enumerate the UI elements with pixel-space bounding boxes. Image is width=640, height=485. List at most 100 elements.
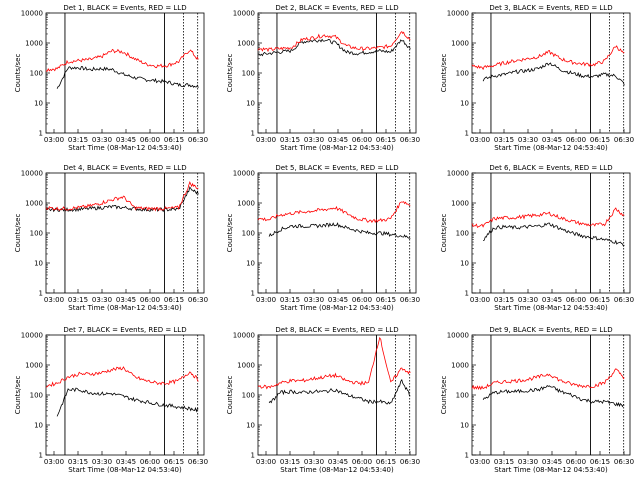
x-tick-label: 03:00 bbox=[256, 136, 276, 144]
x-tick-label: 03:00 bbox=[44, 296, 64, 304]
x-tick-label: 03:15 bbox=[68, 458, 88, 466]
x-tick-label: 03:30 bbox=[518, 296, 538, 304]
y-tick-label: 100 bbox=[30, 392, 43, 400]
plot-frame bbox=[257, 12, 417, 134]
x-axis-label: Start Time (08-Mar-12 04:53:40) bbox=[280, 304, 394, 312]
plot-frame bbox=[45, 172, 205, 294]
x-tick-label: 03:30 bbox=[92, 458, 112, 466]
x-tick-label: 06:15 bbox=[590, 136, 610, 144]
x-tick-label: 06:15 bbox=[376, 458, 396, 466]
x-tick-label: 03:45 bbox=[542, 458, 562, 466]
y-tick-label: 100 bbox=[30, 230, 43, 238]
panel-det-5: Det 5, BLACK = Events, RED = LLD 1 10 100 10… bbox=[226, 164, 420, 312]
series-lld-line bbox=[45, 48, 199, 72]
y-axis-label: Counts/sec bbox=[14, 376, 22, 415]
y-tick-label: 10000 bbox=[233, 170, 255, 178]
y-tick-label: 1 bbox=[465, 290, 469, 298]
series-lld-line bbox=[45, 366, 199, 388]
panel-title: Det 1, BLACK = Events, RED = LLD bbox=[63, 4, 186, 12]
plot-frame bbox=[257, 172, 417, 294]
y-tick-label: 1000 bbox=[451, 40, 469, 48]
x-tick-label: 06:30 bbox=[400, 296, 420, 304]
y-tick-label: 1 bbox=[251, 452, 255, 460]
y-axis-label: Counts/sec bbox=[440, 376, 448, 415]
panel-title: Det 6, BLACK = Events, RED = LLD bbox=[489, 164, 612, 172]
x-tick-label: 03:15 bbox=[68, 296, 88, 304]
y-tick-label: 1 bbox=[251, 130, 255, 138]
y-axis-label: Counts/sec bbox=[226, 376, 234, 415]
series-events-line bbox=[268, 378, 411, 405]
x-tick-label: 06:00 bbox=[566, 458, 586, 466]
x-tick-label: 06:00 bbox=[566, 296, 586, 304]
series-lld-line bbox=[257, 201, 411, 224]
y-tick-label: 1 bbox=[39, 130, 43, 138]
x-tick-label: 03:15 bbox=[280, 296, 300, 304]
x-tick-label: 03:15 bbox=[494, 136, 514, 144]
y-tick-label: 1 bbox=[39, 452, 43, 460]
x-tick-label: 03:30 bbox=[304, 136, 324, 144]
x-tick-label: 06:15 bbox=[590, 458, 610, 466]
y-tick-label: 10 bbox=[34, 100, 43, 108]
x-tick-label: 03:15 bbox=[68, 136, 88, 144]
x-tick-label: 06:00 bbox=[140, 458, 160, 466]
y-axis-label: Counts/sec bbox=[14, 54, 22, 93]
y-tick-label: 1 bbox=[465, 452, 469, 460]
series-events-line bbox=[45, 186, 199, 213]
panel-title: Det 3, BLACK = Events, RED = LLD bbox=[489, 4, 612, 12]
y-axis-label: Counts/sec bbox=[440, 54, 448, 93]
x-tick-label: 03:45 bbox=[116, 296, 136, 304]
panel-det-3: Det 3, BLACK = Events, RED = LLD 1 10 100 10… bbox=[440, 4, 634, 152]
y-axis-label: Counts/sec bbox=[226, 214, 234, 253]
y-tick-label: 10000 bbox=[21, 332, 43, 340]
panel-title: Det 5, BLACK = Events, RED = LLD bbox=[275, 164, 398, 172]
y-tick-label: 100 bbox=[456, 392, 469, 400]
y-tick-label: 100 bbox=[242, 70, 255, 78]
y-tick-label: 10 bbox=[246, 100, 255, 108]
y-tick-label: 100 bbox=[242, 392, 255, 400]
x-axis-label: Start Time (08-Mar-12 04:53:40) bbox=[280, 466, 394, 474]
x-tick-label: 06:00 bbox=[352, 458, 372, 466]
panel-det-7: Det 7, BLACK = Events, RED = LLD 1 10 100 10… bbox=[14, 326, 208, 474]
x-axis-label: Start Time (08-Mar-12 04:53:40) bbox=[68, 466, 182, 474]
x-tick-label: 03:30 bbox=[92, 296, 112, 304]
x-tick-label: 06:30 bbox=[188, 296, 208, 304]
panel-det-9: Det 9, BLACK = Events, RED = LLD 1 10 100 10… bbox=[440, 326, 634, 474]
panel-det-8: Det 8, BLACK = Events, RED = LLD 1 10 100 10… bbox=[226, 326, 420, 474]
panel-title: Det 4, BLACK = Events, RED = LLD bbox=[63, 164, 186, 172]
x-axis-label: Start Time (08-Mar-12 04:53:40) bbox=[494, 304, 608, 312]
y-tick-label: 10 bbox=[460, 260, 469, 268]
series-events-line bbox=[56, 387, 199, 417]
y-axis-label: Counts/sec bbox=[440, 214, 448, 253]
panel-det-6: Det 6, BLACK = Events, RED = LLD 1 10 100 10… bbox=[440, 164, 634, 312]
x-tick-label: 03:15 bbox=[280, 136, 300, 144]
y-axis-label: Counts/sec bbox=[14, 214, 22, 253]
y-tick-label: 1000 bbox=[25, 40, 43, 48]
series-events-line bbox=[257, 38, 411, 57]
x-axis-label: Start Time (08-Mar-12 04:53:40) bbox=[68, 304, 182, 312]
x-tick-label: 06:00 bbox=[566, 136, 586, 144]
x-tick-label: 03:30 bbox=[518, 136, 538, 144]
y-tick-label: 1000 bbox=[237, 200, 255, 208]
panel-det-4: Det 4, BLACK = Events, RED = LLD 1 10 100 10… bbox=[14, 164, 208, 312]
plot-frame bbox=[257, 334, 417, 456]
plot-frame bbox=[471, 12, 631, 134]
y-tick-label: 1 bbox=[465, 130, 469, 138]
y-tick-label: 10000 bbox=[447, 10, 469, 18]
y-tick-label: 100 bbox=[242, 230, 255, 238]
x-tick-label: 03:45 bbox=[542, 136, 562, 144]
panel-title: Det 8, BLACK = Events, RED = LLD bbox=[275, 326, 398, 334]
x-tick-label: 06:00 bbox=[352, 136, 372, 144]
series-events-line bbox=[482, 222, 625, 247]
x-tick-label: 03:30 bbox=[304, 296, 324, 304]
x-tick-label: 03:00 bbox=[44, 136, 64, 144]
series-events-line bbox=[482, 62, 625, 86]
x-tick-label: 06:15 bbox=[164, 458, 184, 466]
x-tick-label: 06:30 bbox=[614, 136, 634, 144]
panel-det-1: Det 1, BLACK = Events, RED = LLD 1 10 100 10… bbox=[14, 4, 208, 152]
x-axis-label: Start Time (08-Mar-12 04:53:40) bbox=[280, 144, 394, 152]
x-tick-label: 03:15 bbox=[494, 296, 514, 304]
series-lld-line bbox=[471, 207, 625, 229]
y-tick-label: 10000 bbox=[233, 10, 255, 18]
y-tick-label: 10 bbox=[460, 100, 469, 108]
